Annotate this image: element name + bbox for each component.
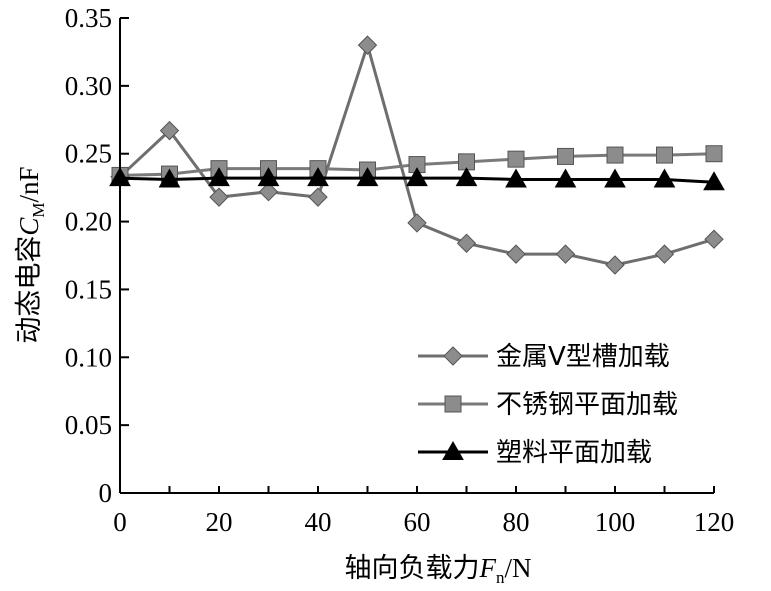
legend-item: 塑料平面加载 [418,438,652,468]
y-axis-label-var: C [14,217,44,236]
data-point-triangle [455,167,478,187]
legend-marker-diamond [443,346,463,366]
x-tick-label: 0 [113,507,127,537]
y-ticks: 0 0.05 0.10 0.15 0.20 0.25 0.30 0.35 [65,3,129,508]
legend-label: 不锈钢平面加载 [496,390,678,420]
data-point-diamond [555,244,576,264]
x-axis-label: 轴向负载力Fn/N [345,553,532,587]
y-tick-label: 0.15 [65,274,112,304]
data-point-triangle [505,168,527,188]
y-axis-label-sub: M [29,202,48,217]
y-tick-label: 0.25 [65,139,112,169]
y-tick-label: 0 [99,478,113,508]
data-point-square [507,150,525,168]
y-axis-label-text: 动态电容 [14,236,45,344]
legend-marker-square [444,395,462,413]
data-point-square [656,146,673,164]
data-point-triangle [257,167,280,187]
data-point-diamond [209,187,229,207]
data-point-triangle [604,168,626,188]
axes [119,18,714,494]
data-point-diamond [605,255,625,275]
series-diamond [110,35,724,275]
data-point-diamond [308,187,328,207]
data-point-triangle [208,167,230,187]
legend-item: 不锈钢平面加载 [418,390,678,420]
data-point-diamond [159,120,180,141]
legend-marker-triangle [442,440,464,460]
data-point-triangle [703,171,725,191]
data-point-triangle [653,168,676,188]
data-point-diamond [258,182,279,202]
data-point-diamond [456,233,477,253]
x-tick-label: 20 [206,507,233,537]
x-tick-label: 80 [503,507,530,537]
data-point-triangle [158,168,181,188]
data-point-square [705,145,723,163]
x-tick-label: 40 [305,507,332,537]
y-tick-label: 0.10 [65,342,112,372]
legend-item: 金属V型槽加载 [418,342,670,372]
y-axis-label-unit: /nF [14,166,44,202]
y-tick-label: 0.30 [65,71,112,101]
data-point-diamond [357,35,378,55]
data-point-diamond [407,213,427,233]
y-tick-label: 0.05 [65,410,112,440]
series-layer [109,35,725,275]
y-tick-label: 0.20 [65,207,112,237]
data-point-square [557,147,574,165]
data-point-diamond [654,244,675,264]
data-point-square [606,146,624,164]
data-point-triangle [307,167,329,187]
x-ticks: 0 20 40 60 80 100 120 [113,486,734,537]
data-point-diamond [704,229,724,249]
data-point-triangle [356,167,379,187]
x-axis-label-text: 轴向负载力 [345,553,480,584]
x-axis-label-unit: /N [505,553,532,583]
x-tick-label: 60 [404,507,431,537]
data-point-triangle [406,167,428,187]
legend-label: 金属V型槽加载 [496,342,670,372]
x-axis-label-var: F [479,553,497,583]
data-point-diamond [506,244,526,264]
data-point-triangle [554,168,577,188]
y-axis-label: 动态电容CM/nF [14,166,48,343]
legend-label: 塑料平面加载 [496,438,652,468]
x-tick-label: 100 [595,507,636,537]
x-tick-label: 120 [694,507,735,537]
x-axis-label-sub: n [496,568,505,587]
y-tick-label: 0.35 [65,3,112,33]
